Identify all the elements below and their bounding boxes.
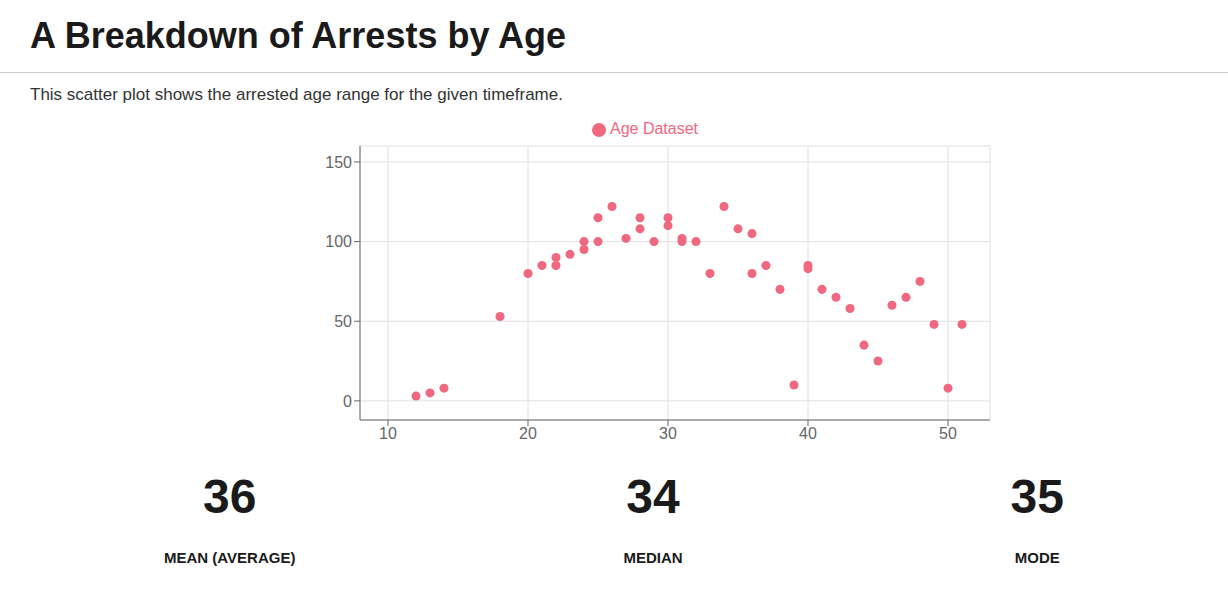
html-text:MEDIAN: MEDIAN: [623, 549, 683, 566]
html-text:MEAN (AVERAGE): MEAN (AVERAGE): [164, 549, 296, 566]
svg-text:30: 30: [659, 425, 677, 442]
svg-text:40: 40: [799, 425, 817, 442]
html-text:MODE: MODE: [1014, 549, 1060, 566]
html-text:This scatter plot shows the ar: This scatter plot shows the arrested age…: [30, 85, 563, 104]
svg-text:100: 100: [325, 233, 352, 250]
svg-text:0: 0: [343, 393, 352, 410]
html-text:Age Dataset: Age Dataset: [610, 120, 698, 137]
html-text:A Breakdown of Arrests by Age: A Breakdown of Arrests by Age: [30, 15, 567, 56]
svg-text:150: 150: [325, 154, 352, 171]
html-text:36: 36: [203, 470, 257, 523]
svg-text:50: 50: [939, 425, 957, 442]
html-text:35: 35: [1010, 470, 1064, 523]
svg-text:20: 20: [519, 425, 537, 442]
svg-text:50: 50: [334, 313, 352, 330]
svg-text:10: 10: [379, 425, 397, 442]
html-text:34: 34: [626, 470, 680, 523]
